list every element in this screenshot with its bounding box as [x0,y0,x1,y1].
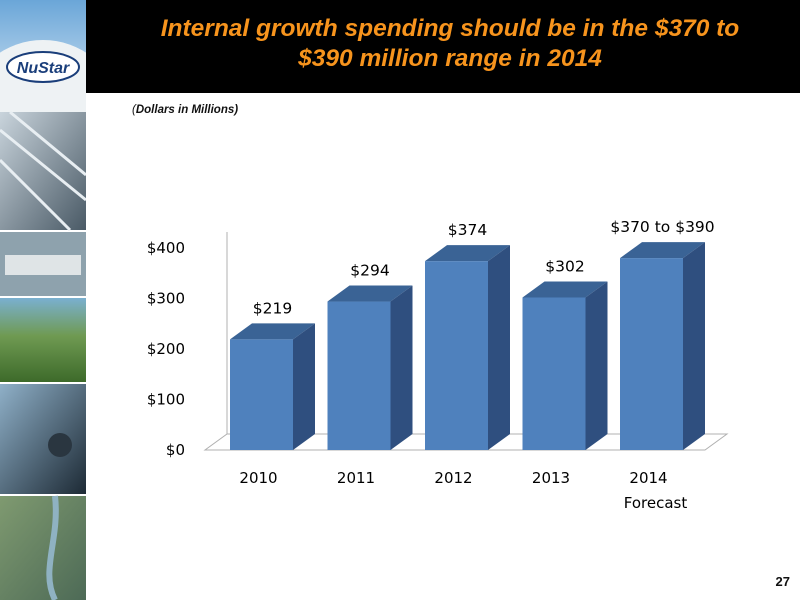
slide-title-line-2: $390 million range in 2014 [298,45,602,72]
title-bar [86,0,800,93]
bar-front [522,297,586,450]
bar-side [293,323,315,450]
photo-collage [0,0,86,600]
bar-top [620,242,705,259]
pipeline-image [0,112,86,230]
bar-front [620,258,683,450]
units-note-paren: ( [132,104,136,116]
y-tick-label: $100 [147,391,185,409]
bar-top [230,323,315,340]
bar-top [425,245,510,262]
slide-title-line-1: Internal growth spending should be in th… [160,15,740,42]
slide-title: Internal growth spending should be in th… [100,14,800,74]
x-tick-label: 2011 [337,469,375,487]
data-label: $219 [253,299,292,317]
units-note: (Dollars in Millions) [132,104,238,116]
y-tick-label: $0 [166,441,185,459]
bar-2010 [230,323,315,450]
x-axis: 2010 2011 2012 2013 2014 Forecast [239,469,687,512]
x-tick-label: 2013 [532,469,570,487]
bar-2013 [522,281,608,450]
nustar-logo: NuStar [6,50,80,84]
units-note-text: Dollars in Millions) [135,104,239,116]
aerial-river-image [0,496,86,600]
page-number: 27 [775,574,790,589]
bar-top [327,285,413,302]
x-tick-label: 2012 [434,469,472,487]
bars [230,242,705,450]
bar-front [425,261,488,450]
x-tick-label: 2014 [629,469,667,487]
landscape-image [0,298,86,382]
y-tick-label: $400 [147,239,185,257]
y-tick-label: $300 [147,290,185,308]
bar-front [327,301,391,450]
bar-side [390,285,413,450]
bar-side [488,245,510,450]
data-label: $302 [545,257,584,275]
data-label: $374 [448,221,487,239]
bar-2014 [620,242,705,450]
bar-2011 [327,285,413,450]
y-tick-label: $200 [147,340,185,358]
data-label: $370 to $390 [610,218,714,236]
bar-side [683,242,705,450]
photo-strip: NuStar [0,0,86,600]
x-tick-sublabel: Forecast [624,494,688,512]
y-axis: $0 $100 $200 $300 $400 [147,239,185,459]
data-labels: $219 $294 $374 $302 $370 to $390 [253,218,715,317]
bar-front [230,339,293,450]
x-tick-label: 2010 [239,469,277,487]
data-label: $294 [350,262,389,280]
logo-text: NuStar [17,60,70,77]
bar-side [585,281,608,450]
spending-chart: $0 $100 $200 $300 $400 $219 $294 $374 $302 $370 … [147,218,729,512]
bar-2012 [425,245,510,450]
bar-top [522,281,608,298]
worker-image [0,384,86,494]
